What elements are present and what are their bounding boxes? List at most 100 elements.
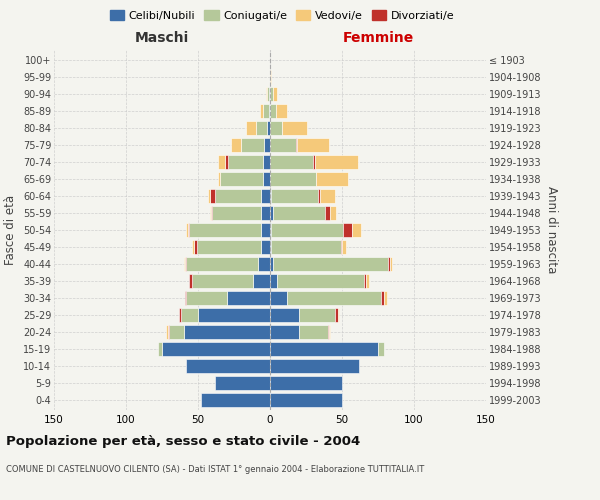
Bar [270,274,277,287]
Bar [335,308,338,322]
Bar [299,325,328,338]
Bar [270,122,281,135]
Bar [262,240,270,254]
Bar [220,172,263,186]
Bar [388,257,389,271]
Bar [270,206,273,220]
Bar [212,206,262,220]
Bar [263,156,270,169]
Bar [338,308,339,322]
Bar [187,291,227,304]
Bar [367,274,370,287]
Bar [270,359,359,372]
Bar [270,104,276,118]
Bar [198,308,270,322]
Bar [190,274,192,287]
Bar [168,325,169,338]
Bar [298,138,329,152]
Bar [271,240,341,254]
Bar [209,206,211,220]
Bar [287,291,381,304]
Bar [270,138,296,152]
Bar [271,223,343,237]
Bar [208,189,209,203]
Bar [262,206,270,220]
Bar [270,223,271,237]
Bar [187,223,188,237]
Bar [197,240,262,254]
Bar [231,138,241,152]
Bar [209,189,215,203]
Bar [270,88,273,101]
Bar [227,291,270,304]
Bar [270,70,271,84]
Bar [211,206,212,220]
Bar [389,257,392,271]
Bar [328,325,329,338]
Bar [253,274,270,287]
Bar [158,342,162,355]
Bar [270,189,271,203]
Bar [181,308,198,322]
Bar [269,104,270,118]
Bar [384,291,386,304]
Bar [218,172,220,186]
Bar [299,308,335,322]
Bar [162,342,270,355]
Bar [256,122,267,135]
Bar [273,257,388,271]
Bar [320,189,335,203]
Bar [185,257,187,271]
Bar [313,156,314,169]
Bar [260,104,263,118]
Bar [342,240,346,254]
Bar [270,257,273,271]
Bar [215,189,262,203]
Bar [317,189,320,203]
Bar [329,325,331,338]
Bar [194,240,197,254]
Bar [352,223,361,237]
Bar [296,138,298,152]
Bar [270,156,313,169]
Text: COMUNE DI CASTELNUOVO CILENTO (SA) - Dati ISTAT 1° gennaio 2004 - Elaborazione T: COMUNE DI CASTELNUOVO CILENTO (SA) - Dat… [6,465,424,474]
Y-axis label: Fasce di età: Fasce di età [4,195,17,265]
Bar [192,274,253,287]
Bar [271,189,317,203]
Bar [184,257,185,271]
Bar [166,325,168,338]
Bar [316,172,348,186]
Bar [215,376,270,390]
Text: Femmine: Femmine [343,31,413,45]
Bar [226,156,228,169]
Bar [270,240,271,254]
Bar [314,156,358,169]
Bar [325,206,331,220]
Bar [188,223,190,237]
Text: Maschi: Maschi [135,31,189,45]
Bar [262,223,270,237]
Bar [169,325,184,338]
Y-axis label: Anni di nascita: Anni di nascita [545,186,558,274]
Bar [185,291,187,304]
Bar [276,104,287,118]
Bar [264,138,270,152]
Bar [187,359,270,372]
Bar [270,325,299,338]
Bar [277,274,364,287]
Bar [263,172,270,186]
Bar [184,325,270,338]
Bar [263,104,269,118]
Bar [187,257,259,271]
Bar [267,122,270,135]
Bar [266,88,267,101]
Bar [343,223,352,237]
Bar [245,122,256,135]
Bar [179,308,181,322]
Bar [190,223,262,237]
Bar [364,274,367,287]
Bar [378,342,384,355]
Bar [270,393,342,406]
Bar [241,138,264,152]
Bar [262,189,270,203]
